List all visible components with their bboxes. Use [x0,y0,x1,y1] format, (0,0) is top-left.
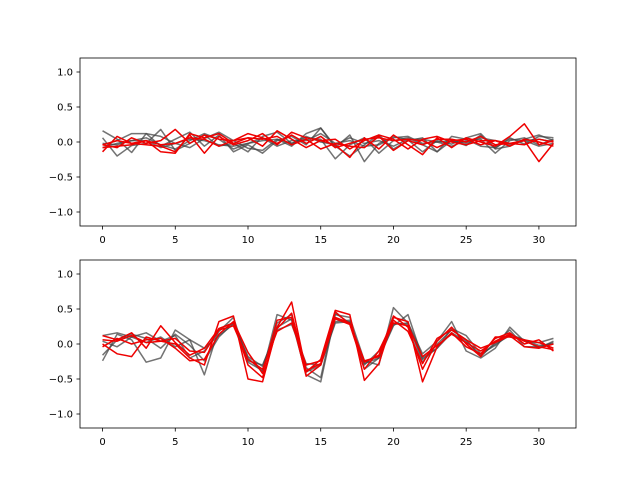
x-tick-label: 10 [242,235,255,246]
reconstruction-line-7 [102,128,554,150]
reconstruction-line-9 [102,132,554,149]
bottom-subplot: 0 5 10 15 20 25 30 −1.0 −0.5 0.0 0.5 1.0 [49,259,577,448]
x-tick-label: 0 [99,235,105,246]
y-tick-label: 1.0 [57,68,73,79]
y-tick-label: 0.5 [57,103,73,114]
y-tick-label: 0.5 [57,305,73,316]
x-tick-label: 15 [314,437,327,448]
x-tick-label: 5 [172,437,178,448]
x-tick-label: 30 [533,437,546,448]
x-tick-label: 20 [387,235,400,246]
x-tick-label: 20 [387,437,400,448]
x-tick-label: 10 [242,437,255,448]
y-tick-label: −0.5 [49,173,73,184]
x-tick-label: 25 [460,235,473,246]
reconstruction-line-7 [102,316,554,377]
top-subplot: 0 5 10 15 20 25 30 −1.0 −0.5 0.0 0.5 1.0 [49,57,577,246]
reconstruction-line-8 [102,316,554,370]
y-tick-label: 0.0 [57,138,73,149]
reference-line-3 [102,127,554,157]
y-tick-label: −1.0 [49,410,73,421]
y-tick-label: −1.0 [49,208,73,219]
reconstruction-line-8 [102,132,555,163]
x-tick-label: 25 [460,437,473,448]
x-tick-label: 15 [314,235,327,246]
y-tick-label: −0.5 [49,375,73,386]
y-tick-label: 1.0 [57,270,73,281]
y-tick-label: 0.0 [57,340,73,351]
x-tick-label: 5 [172,235,178,246]
x-tick-label: 0 [99,437,105,448]
reconstruction-line-5 [102,301,554,383]
x-tick-label: 30 [533,235,546,246]
